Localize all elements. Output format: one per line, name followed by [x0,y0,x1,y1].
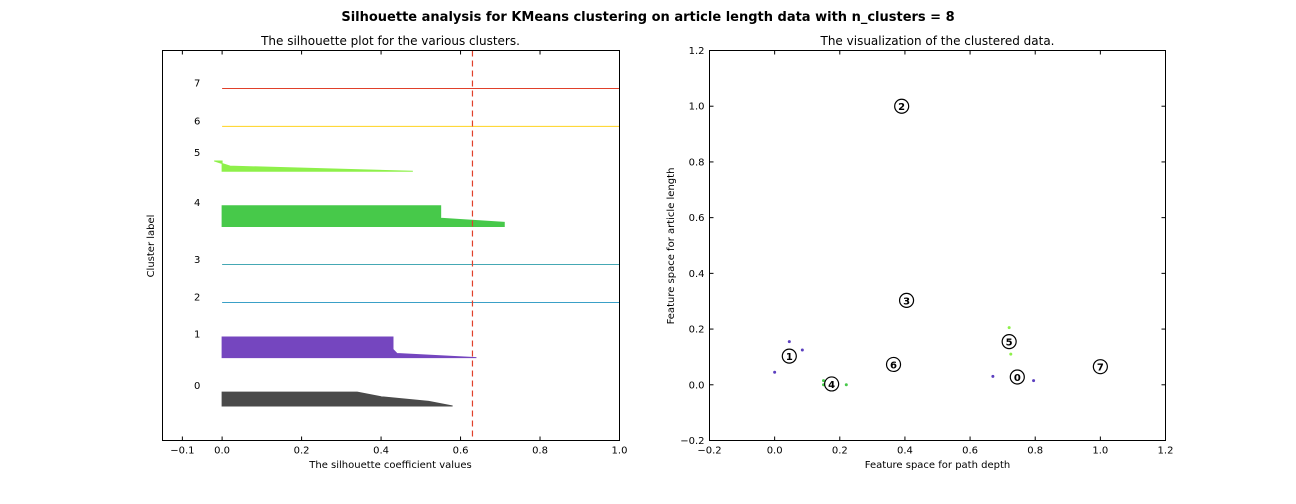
x-tick-label: 0.6 [962,446,978,457]
y-tick-label: 0.0 [689,380,705,391]
y-tick-label: 0.6 [689,213,705,224]
x-tick-label: 0.4 [897,446,913,457]
data-point [773,370,777,374]
cluster-center-label: 7 [1097,363,1104,374]
y-tick-label: 0.8 [689,157,705,168]
silhouette-cluster-label: 5 [194,148,200,159]
silhouette-cluster-label: 4 [194,198,200,209]
y-tick-label: 1.2 [689,46,705,57]
x-tick-label: 0.6 [453,446,469,457]
silhouette-plot: The silhouette plot for the various clus… [146,34,627,471]
silhouette-cluster-0 [221,391,453,407]
silhouette-plot-title: The silhouette plot for the various clus… [260,34,520,48]
x-tick-label: −0.1 [170,446,194,457]
cluster-center [894,98,910,114]
silhouette-cluster-5 [214,160,413,172]
x-tick-label: 1.2 [1158,446,1174,457]
data-point [844,383,848,387]
cluster-center [885,356,902,373]
x-tick-label: 0.8 [532,446,548,457]
silhouette-plot-xlabel: The silhouette coefficient values [308,460,472,471]
cluster-scatter-plot-ylabel: Feature space for article length [666,168,677,325]
x-tick-label: 0.4 [373,446,389,457]
silhouette-cluster-1 [221,336,477,359]
x-tick-label: 0.8 [1027,446,1043,457]
silhouette-cluster-label: 7 [194,79,200,90]
cluster-center [781,348,797,364]
x-tick-label: 1.0 [612,446,628,457]
cluster-center-label: 4 [828,380,835,391]
y-tick-label: 0.4 [689,269,705,280]
cluster-center-label: 3 [903,296,910,307]
cluster-scatter-plot: The visualization of the clustered data.… [666,34,1173,471]
x-tick-label: 0.0 [767,446,783,457]
cluster-center [824,376,840,392]
cluster-scatter-plot-frame [709,50,1166,441]
cluster-center [1092,359,1108,375]
cluster-scatter-plot-title: The visualization of the clustered data. [820,34,1055,48]
data-point [822,379,825,383]
x-tick-label: 1.0 [1092,446,1108,457]
x-tick-label: −0.2 [697,446,721,457]
cluster-center [1001,334,1017,350]
cluster-center [1009,369,1025,385]
x-tick-label: 0.2 [832,446,848,457]
silhouette-cluster-label: 0 [194,381,200,392]
cluster-scatter-plot-xlabel: Feature space for path depth [865,460,1010,471]
y-tick-label: 1.0 [689,102,705,113]
silhouette-cluster-label: 2 [194,293,200,304]
data-point [1032,379,1036,383]
silhouette-cluster-4 [221,205,505,228]
cluster-center-label: 1 [786,352,793,363]
silhouette-cluster-label: 3 [194,255,200,266]
silhouette-plot-ylabel: Cluster label [146,215,157,278]
cluster-center-label: 2 [898,102,905,113]
cluster-center-label: 0 [1014,373,1021,384]
data-point [800,348,804,352]
data-point [1007,326,1011,330]
data-point [991,374,995,378]
y-tick-label: 0.2 [689,325,705,336]
data-point [1009,352,1013,356]
x-tick-label: 0.0 [214,446,230,457]
silhouette-cluster-label: 6 [194,117,200,128]
data-point [787,340,791,344]
silhouette-plot-frame [162,50,620,441]
cluster-center [898,292,915,308]
silhouette-cluster-label: 1 [194,329,200,340]
cluster-center-label: 6 [890,360,897,371]
y-tick-label: −0.2 [680,436,704,447]
cluster-center-label: 5 [1006,338,1013,349]
figure-suptitle: Silhouette analysis for KMeans clusterin… [341,10,954,25]
x-tick-label: 0.2 [294,446,310,457]
